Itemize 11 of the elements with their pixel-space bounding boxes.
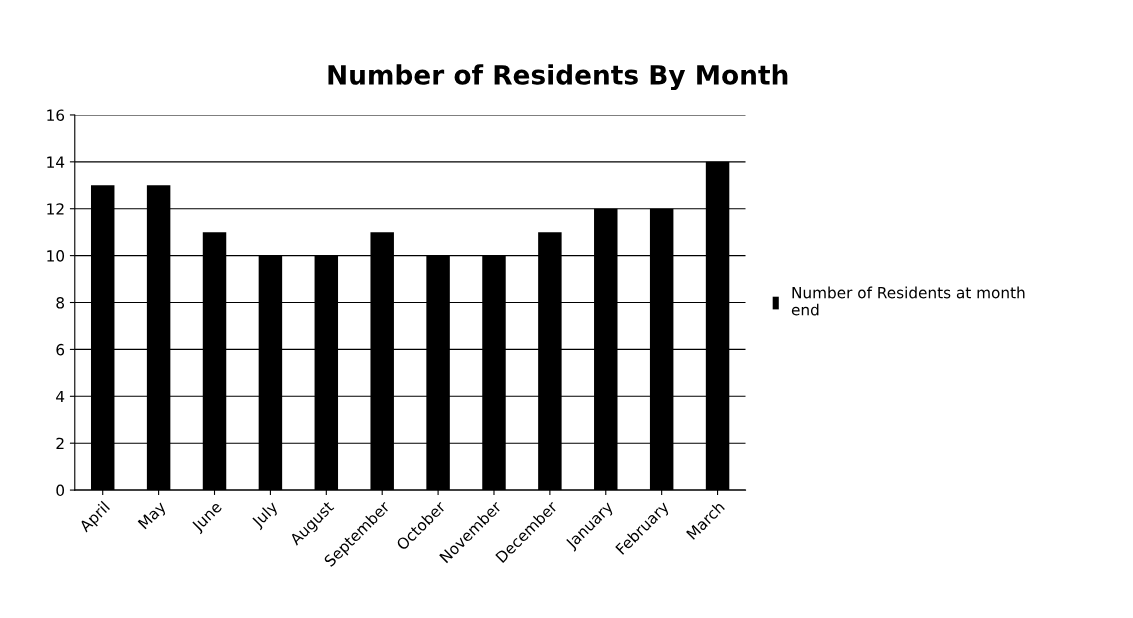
- legend-label: Number of Residents at month end: [791, 286, 1025, 316]
- y-tick-label: 4: [56, 390, 65, 403]
- y-tick-label: 14: [47, 156, 65, 168]
- y-tick-label: 8: [56, 296, 65, 309]
- y-tick-label: 12: [47, 203, 64, 215]
- y-tick-label: 6: [56, 343, 65, 356]
- y-tick-label: 2: [56, 437, 64, 449]
- y-tick-label: 16: [47, 109, 65, 121]
- y-tick-label: 0: [56, 484, 65, 497]
- chart-title: Number of Residents By Month: [328, 64, 788, 91]
- y-tick-label: 10: [47, 250, 65, 262]
